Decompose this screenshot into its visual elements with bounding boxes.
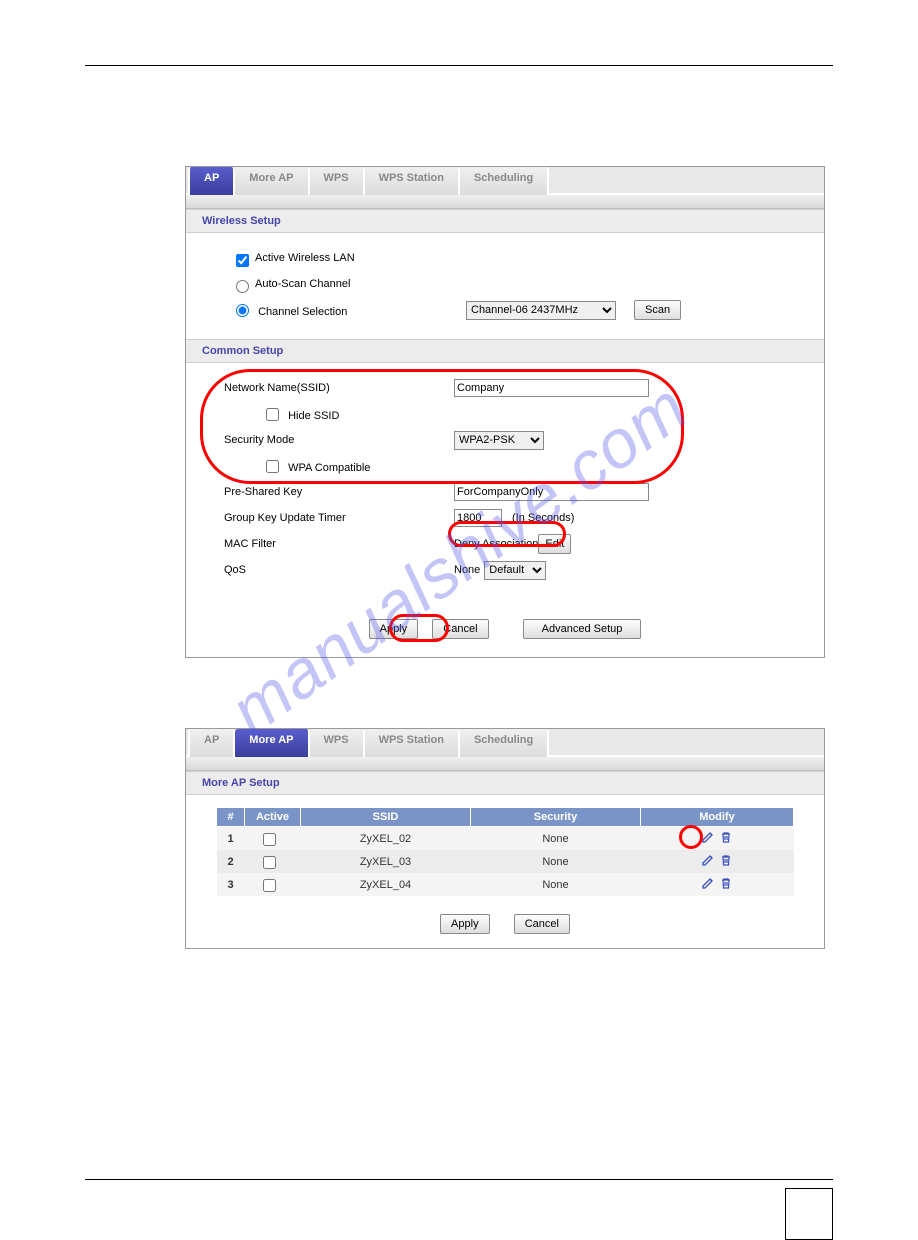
button-row-1: Apply Cancel Advanced Setup <box>186 599 824 657</box>
qos-label: QoS <box>224 564 454 576</box>
gkey-input[interactable] <box>454 509 502 527</box>
apply-button-2[interactable]: Apply <box>440 914 490 934</box>
row-active-checkbox[interactable] <box>263 856 276 869</box>
qos-prefix: None <box>454 564 480 576</box>
tab-bar-1: AP More AP WPS WPS Station Scheduling <box>186 167 824 195</box>
row-modify <box>641 850 794 873</box>
more-ap-table: # Active SSID Security Modify 1 ZyXEL_02N… <box>216 807 794 896</box>
tab-wps-station-2[interactable]: WPS Station <box>365 729 460 757</box>
page-number-box <box>785 1188 833 1240</box>
button-row-2: Apply Cancel <box>186 908 824 948</box>
gkey-unit: (In Seconds) <box>512 512 574 524</box>
mac-filter-value: Deny Association <box>454 538 538 550</box>
security-mode-dropdown[interactable]: WPA2-PSK <box>454 431 544 450</box>
advanced-setup-button[interactable]: Advanced Setup <box>523 619 642 639</box>
more-ap-panel: AP More AP WPS WPS Station Scheduling Mo… <box>185 728 825 949</box>
th-num: # <box>217 808 245 827</box>
wireless-setup-header: Wireless Setup <box>186 209 824 233</box>
row-ssid: ZyXEL_02 <box>301 827 471 851</box>
row-modify <box>641 827 794 851</box>
row-security: None <box>471 850 641 873</box>
row-num: 3 <box>217 873 245 896</box>
ssid-label: Network Name(SSID) <box>224 382 454 394</box>
hide-ssid-checkbox[interactable] <box>266 408 279 421</box>
th-security: Security <box>471 808 641 827</box>
edit-icon[interactable] <box>701 830 715 847</box>
auto-scan-label: Auto-Scan Channel <box>255 278 350 290</box>
apply-button[interactable]: Apply <box>369 619 419 639</box>
edit-icon[interactable] <box>701 876 715 893</box>
row-security: None <box>471 873 641 896</box>
security-mode-label: Security Mode <box>224 434 454 446</box>
scan-button[interactable]: Scan <box>634 300 681 320</box>
channel-select-radio[interactable] <box>236 304 249 317</box>
active-wlan-checkbox[interactable] <box>236 254 249 267</box>
edit-icon[interactable] <box>701 853 715 870</box>
row-num: 2 <box>217 850 245 873</box>
wpa-compat-checkbox[interactable] <box>266 460 279 473</box>
ssid-input[interactable] <box>454 379 649 397</box>
tab-wps-2[interactable]: WPS <box>310 729 365 757</box>
tab-more-ap-2[interactable]: More AP <box>235 729 309 757</box>
bottom-rule <box>85 1179 833 1180</box>
delete-icon[interactable] <box>719 830 733 847</box>
auto-scan-radio[interactable] <box>236 280 249 293</box>
th-ssid: SSID <box>301 808 471 827</box>
table-row: 2 ZyXEL_03None <box>217 850 794 873</box>
hide-ssid-label: Hide SSID <box>288 410 339 422</box>
channel-select-label: Channel Selection <box>258 306 347 318</box>
mac-edit-button[interactable]: Edit <box>538 534 571 554</box>
row-active-checkbox[interactable] <box>263 879 276 892</box>
row-modify <box>641 873 794 896</box>
gkey-label: Group Key Update Timer <box>224 512 454 524</box>
delete-icon[interactable] <box>719 876 733 893</box>
common-setup-body: Network Name(SSID) Hide SSID Security Mo… <box>186 363 824 599</box>
tab-ap[interactable]: AP <box>188 167 235 195</box>
row-security: None <box>471 827 641 851</box>
psk-label: Pre-Shared Key <box>224 486 454 498</box>
wireless-ap-panel: AP More AP WPS WPS Station Scheduling Wi… <box>185 166 825 658</box>
row-ssid: ZyXEL_03 <box>301 850 471 873</box>
table-header-row: # Active SSID Security Modify <box>217 808 794 827</box>
table-row: 1 ZyXEL_02None <box>217 827 794 851</box>
more-ap-setup-body: # Active SSID Security Modify 1 ZyXEL_02N… <box>186 795 824 908</box>
tab-wps[interactable]: WPS <box>310 167 365 195</box>
wpa-compat-label: WPA Compatible <box>288 462 370 474</box>
subbar-2 <box>186 757 824 771</box>
active-wlan-label: Active Wireless LAN <box>255 252 355 264</box>
tab-wps-station[interactable]: WPS Station <box>365 167 460 195</box>
subbar-1 <box>186 195 824 209</box>
mac-filter-label: MAC Filter <box>224 538 454 550</box>
cancel-button[interactable]: Cancel <box>432 619 488 639</box>
tab-ap-2[interactable]: AP <box>188 729 235 757</box>
wireless-setup-body: Active Wireless LAN Auto-Scan Channel Ch… <box>186 233 824 339</box>
row-ssid: ZyXEL_04 <box>301 873 471 896</box>
delete-icon[interactable] <box>719 853 733 870</box>
table-row: 3 ZyXEL_04None <box>217 873 794 896</box>
row-active-checkbox[interactable] <box>263 833 276 846</box>
cancel-button-2[interactable]: Cancel <box>514 914 570 934</box>
row-num: 1 <box>217 827 245 851</box>
tab-scheduling[interactable]: Scheduling <box>460 167 549 195</box>
top-rule <box>85 65 833 66</box>
tab-scheduling-2[interactable]: Scheduling <box>460 729 549 757</box>
psk-input[interactable] <box>454 483 649 501</box>
channel-select-dropdown[interactable]: Channel-06 2437MHz <box>466 301 616 320</box>
tab-bar-2: AP More AP WPS WPS Station Scheduling <box>186 729 824 757</box>
more-ap-setup-header: More AP Setup <box>186 771 824 795</box>
qos-dropdown[interactable]: Default <box>484 561 546 580</box>
th-active: Active <box>245 808 301 827</box>
th-modify: Modify <box>641 808 794 827</box>
tab-more-ap[interactable]: More AP <box>235 167 309 195</box>
common-setup-header: Common Setup <box>186 339 824 363</box>
